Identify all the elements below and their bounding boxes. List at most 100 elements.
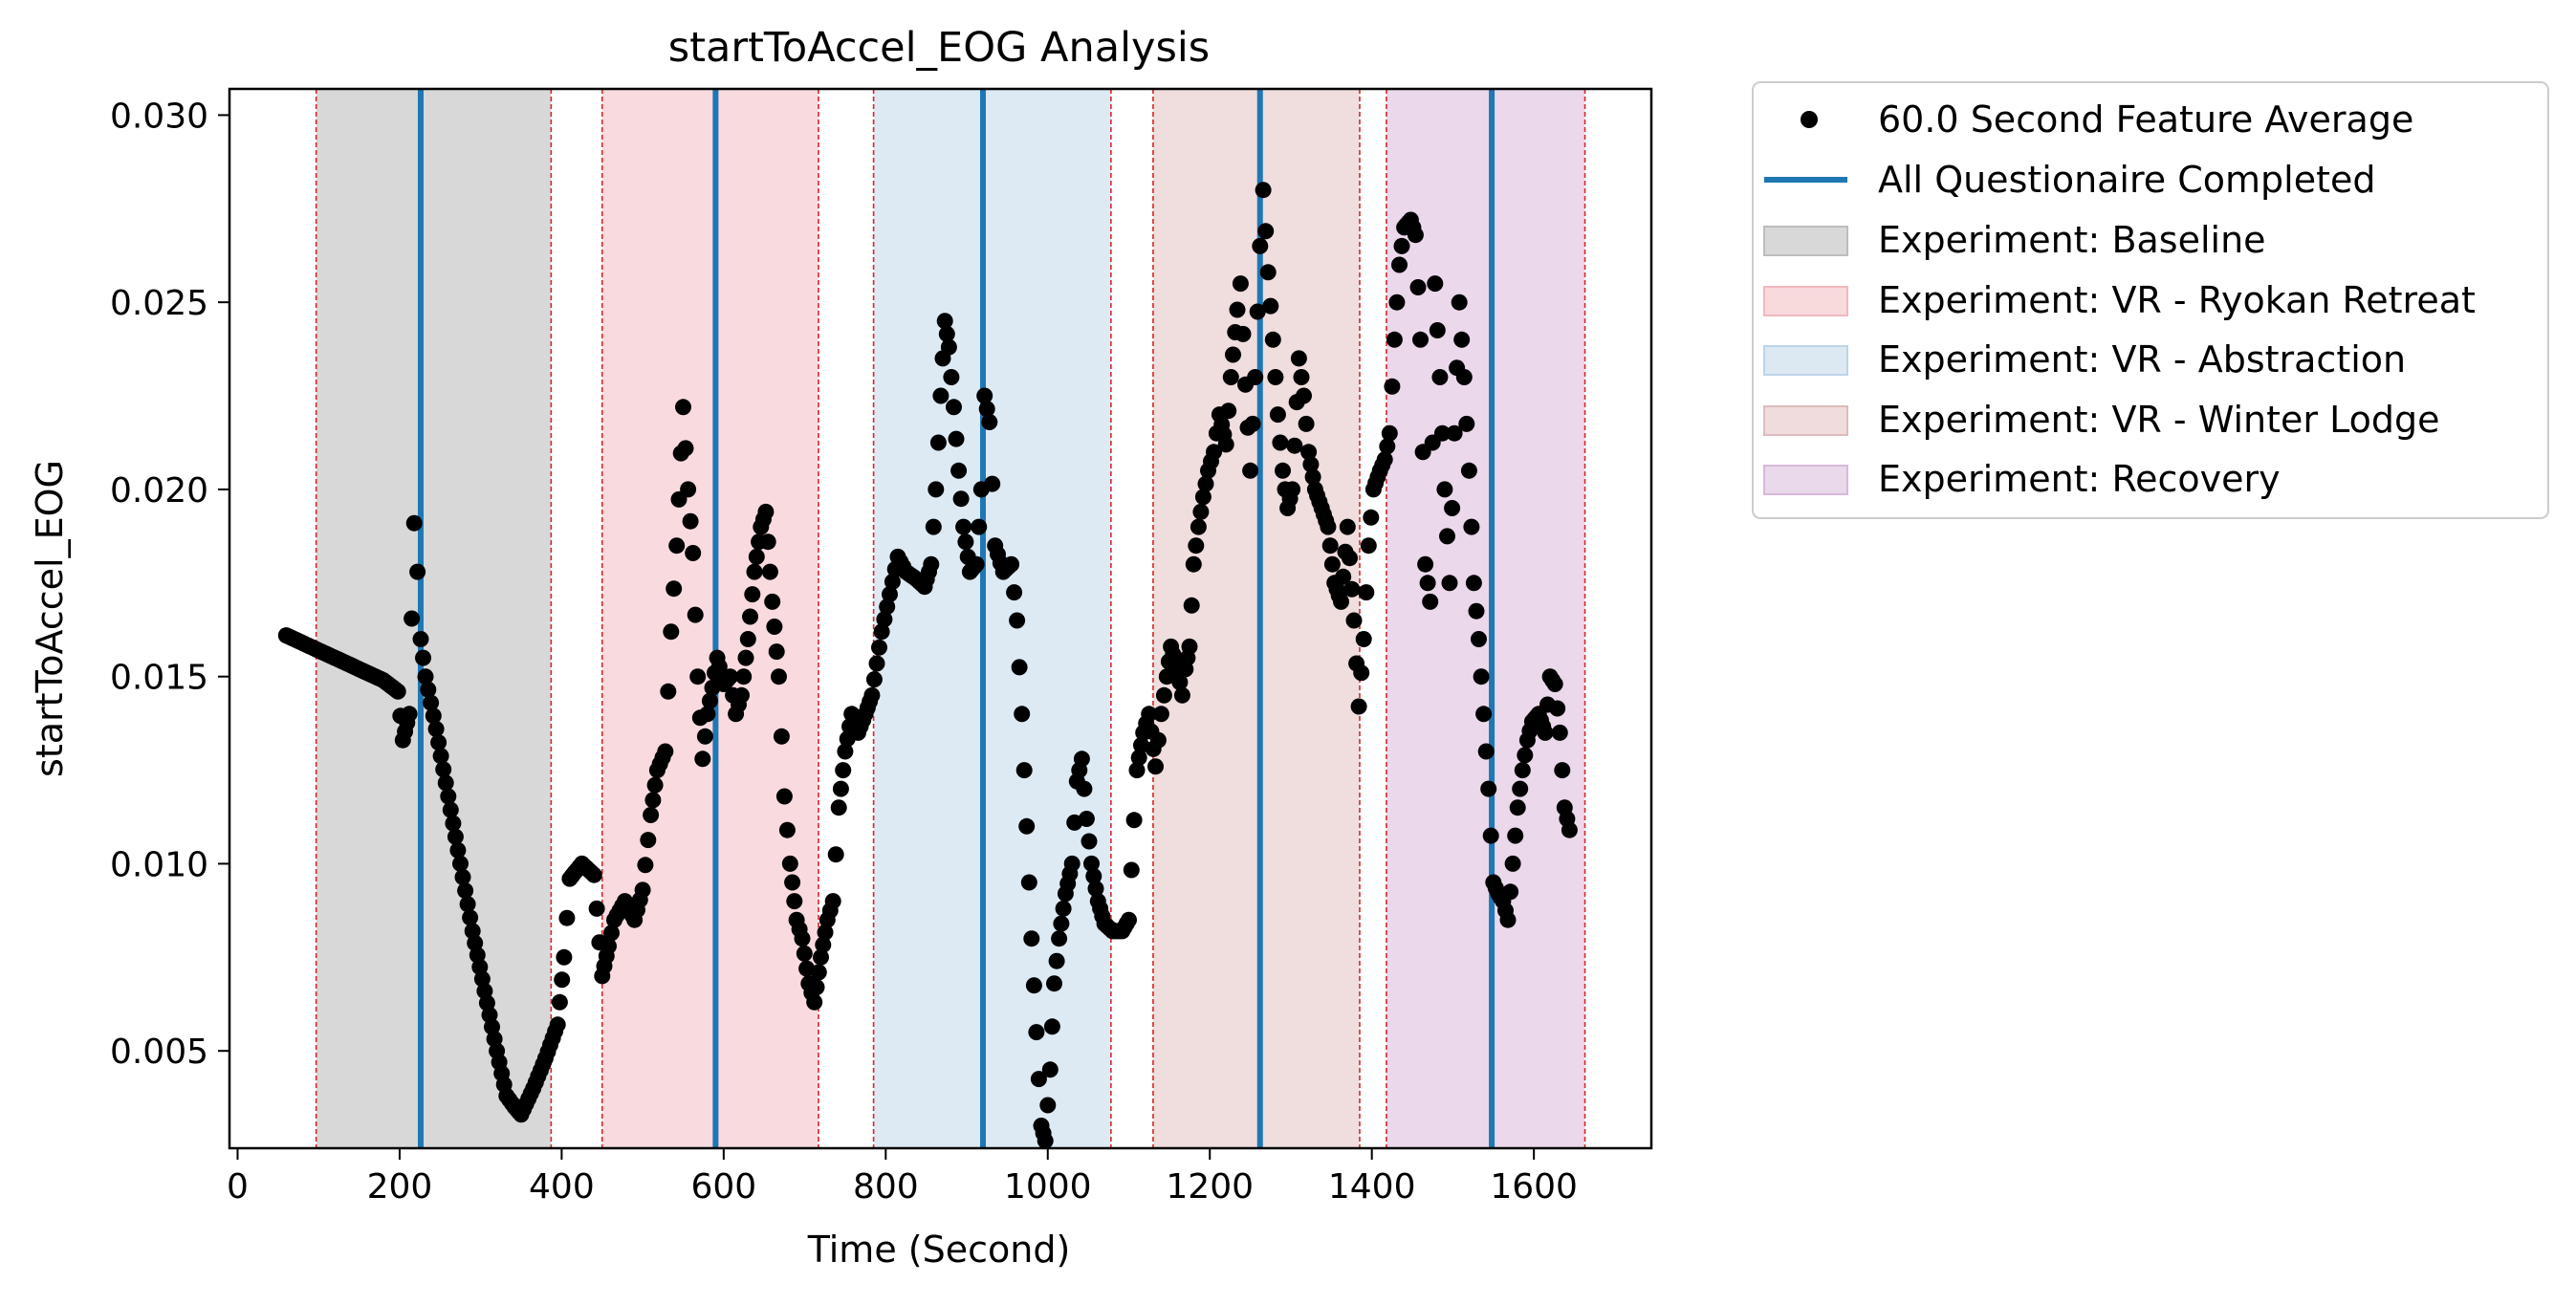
data-point — [1463, 518, 1480, 535]
data-point — [484, 1018, 500, 1035]
data-point — [1192, 503, 1210, 520]
data-point — [936, 313, 953, 330]
data-point — [1363, 509, 1380, 526]
data-point — [1441, 575, 1458, 592]
data-point — [1087, 881, 1104, 897]
data-point — [796, 945, 813, 962]
data-point — [882, 586, 898, 603]
data-point — [775, 788, 793, 805]
y-tick-label: 0.015 — [110, 659, 208, 698]
data-point — [449, 841, 467, 859]
legend-patch-winter-lodge — [1763, 405, 1848, 436]
data-point — [1343, 580, 1361, 598]
data-point — [761, 563, 778, 580]
data-point — [1123, 861, 1140, 879]
y-tick-label: 0.020 — [110, 471, 208, 511]
data-point — [1293, 369, 1310, 385]
data-point — [1391, 256, 1408, 273]
data-point — [1147, 758, 1164, 775]
data-point — [1247, 369, 1264, 385]
data-point — [968, 555, 985, 573]
data-point — [1455, 369, 1473, 385]
data-point — [1379, 438, 1396, 455]
data-point — [817, 924, 834, 941]
data-point — [677, 440, 694, 457]
data-point — [1549, 700, 1566, 717]
data-point — [1320, 518, 1337, 535]
data-point — [1242, 462, 1259, 479]
data-points — [277, 182, 1578, 1149]
data-point — [1185, 555, 1202, 573]
data-point — [1262, 297, 1279, 315]
data-point — [1063, 855, 1081, 872]
data-point — [925, 518, 942, 535]
data-point — [1458, 415, 1475, 432]
data-point — [1255, 182, 1272, 199]
data-point — [808, 979, 825, 996]
data-point — [1232, 275, 1249, 293]
data-point — [1039, 1097, 1057, 1114]
data-point — [1393, 237, 1410, 254]
data-point — [1298, 415, 1315, 432]
legend-label-ryokan-retreat: Experiment: VR - Ryokan Retreat — [1878, 279, 2476, 321]
data-point — [637, 857, 654, 874]
data-point — [644, 792, 662, 809]
data-point — [1471, 631, 1487, 647]
data-point — [409, 563, 426, 580]
data-point — [771, 668, 787, 685]
data-point — [1381, 424, 1398, 442]
data-point — [824, 893, 841, 910]
data-point — [1041, 1061, 1059, 1078]
data-point — [1121, 911, 1137, 928]
data-point — [1502, 883, 1519, 901]
data-point — [1244, 415, 1261, 432]
data-point — [955, 518, 972, 535]
data-point — [415, 649, 431, 666]
data-point — [876, 611, 893, 628]
data-point — [423, 694, 440, 711]
x-tick-label: 800 — [853, 1167, 919, 1207]
legend-label-recovery: Experiment: Recovery — [1878, 458, 2281, 500]
data-point — [459, 896, 476, 913]
data-point — [1296, 387, 1312, 404]
data-point — [1076, 780, 1093, 797]
data-point — [454, 869, 471, 885]
x-tick-label: 200 — [367, 1167, 433, 1207]
data-point — [784, 874, 801, 891]
data-point — [1439, 528, 1455, 545]
x-tick-label: 0 — [227, 1167, 249, 1207]
data-point — [1417, 555, 1434, 573]
data-point — [663, 623, 680, 641]
data-point — [420, 681, 437, 698]
data-point — [1125, 812, 1143, 829]
data-point — [1444, 500, 1461, 516]
data-point — [1422, 593, 1439, 610]
data-point — [1300, 444, 1318, 461]
data-point — [1551, 724, 1568, 741]
data-point — [928, 481, 945, 498]
data-point — [940, 338, 957, 356]
data-point — [943, 369, 960, 385]
data-point — [680, 481, 697, 498]
data-point — [978, 401, 995, 418]
legend-label-winter-lodge: Experiment: VR - Winter Lodge — [1878, 399, 2439, 441]
data-point — [764, 593, 781, 610]
data-point — [687, 606, 704, 623]
data-point — [837, 743, 854, 760]
legend-label-feature-average: 60.0 Second Feature Average — [1878, 98, 2413, 141]
data-point — [1446, 424, 1463, 442]
data-point — [425, 707, 442, 725]
data-point — [1275, 462, 1291, 479]
data-point — [1482, 827, 1499, 844]
data-point — [1083, 855, 1100, 872]
data-point — [1152, 706, 1169, 723]
plot-frame — [228, 87, 1653, 1150]
data-point — [1353, 664, 1370, 682]
data-point — [981, 414, 998, 430]
data-point — [948, 430, 965, 447]
x-tick-label: 1200 — [1166, 1167, 1254, 1207]
data-point — [556, 948, 573, 966]
data-point — [786, 893, 803, 910]
data-point — [1171, 674, 1189, 691]
